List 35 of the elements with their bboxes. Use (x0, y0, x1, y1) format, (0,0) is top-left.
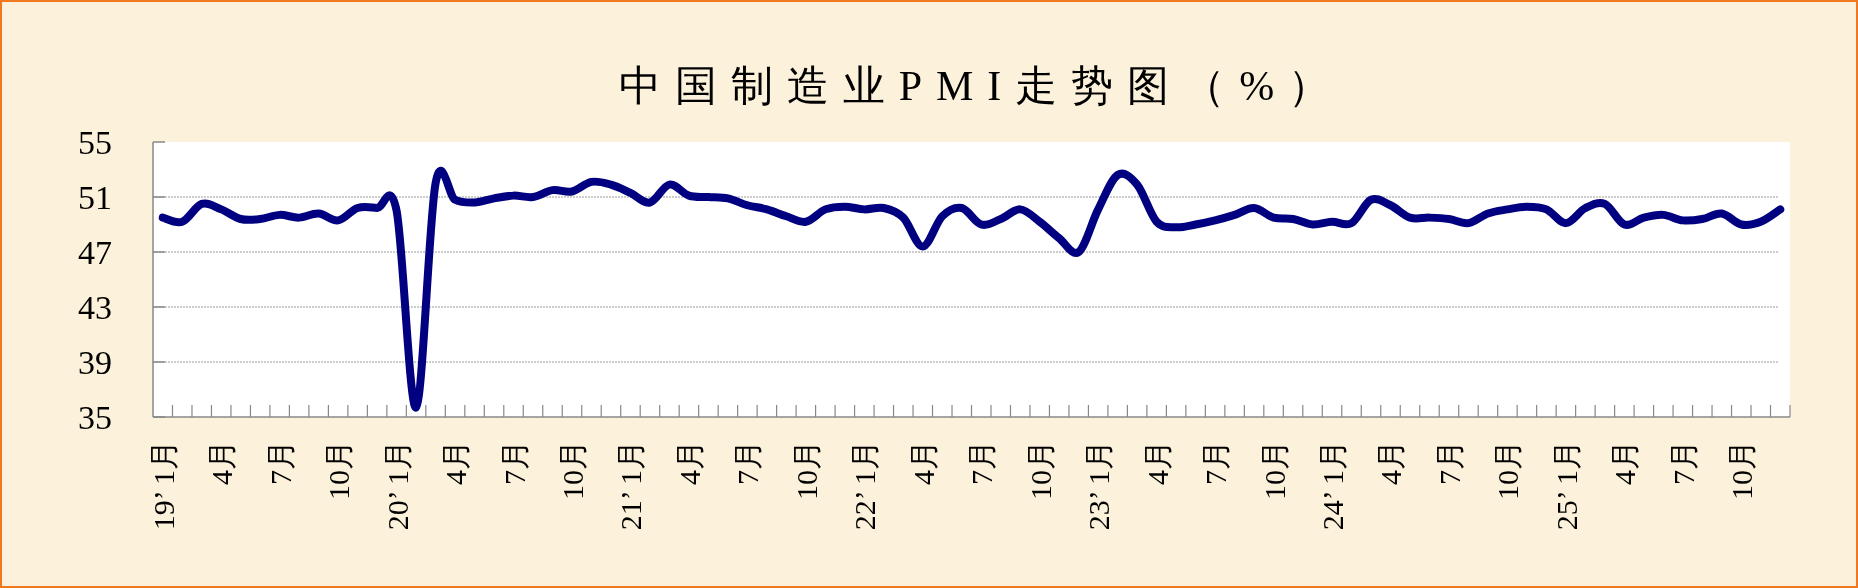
x-tick-label: 24’ 1月 (1316, 440, 1350, 531)
x-tick-label: 4月 (906, 440, 940, 485)
x-tick-label: 7月 (263, 440, 297, 485)
y-tick-label: 43 (78, 289, 112, 326)
x-tick-label: 4月 (439, 440, 473, 485)
y-tick-label: 35 (78, 399, 112, 436)
x-tick-label: 7月 (1432, 440, 1466, 485)
x-tick-label: 4月 (1608, 440, 1642, 485)
chart-title: 中国制造业PMI走势图（%） (618, 63, 1345, 109)
x-tick-label: 7月 (965, 440, 999, 485)
x-tick-label: 20’ 1月 (380, 440, 414, 531)
x-tick-label: 10月 (1725, 440, 1759, 500)
x-tick-label: 22’ 1月 (848, 440, 882, 531)
x-tick-label: 10月 (1023, 440, 1057, 500)
y-tick-label: 39 (78, 344, 112, 381)
x-tick-label: 23’ 1月 (1082, 440, 1116, 531)
x-tick-label: 7月 (1199, 440, 1233, 485)
x-tick-label: 10月 (789, 440, 823, 500)
x-tick-label: 4月 (1140, 440, 1174, 485)
x-tick-label: 7月 (1666, 440, 1700, 485)
y-tick-label: 55 (78, 124, 112, 161)
x-tick-label: 19’ 1月 (146, 440, 180, 531)
x-tick-label: 10月 (1491, 440, 1525, 500)
x-tick-label: 4月 (672, 440, 706, 485)
x-tick-label: 21’ 1月 (614, 440, 648, 531)
x-tick-label: 10月 (322, 440, 356, 500)
x-tick-label: 25’ 1月 (1549, 440, 1583, 531)
y-tick-label: 51 (78, 179, 112, 216)
x-tick-label: 10月 (1257, 440, 1291, 500)
y-tick-label: 47 (78, 234, 112, 271)
x-tick-label: 4月 (1374, 440, 1408, 485)
x-tick-label: 7月 (731, 440, 765, 485)
x-tick-label: 4月 (205, 440, 239, 485)
x-tick-label: 10月 (555, 440, 589, 500)
x-tick-label: 7月 (497, 440, 531, 485)
